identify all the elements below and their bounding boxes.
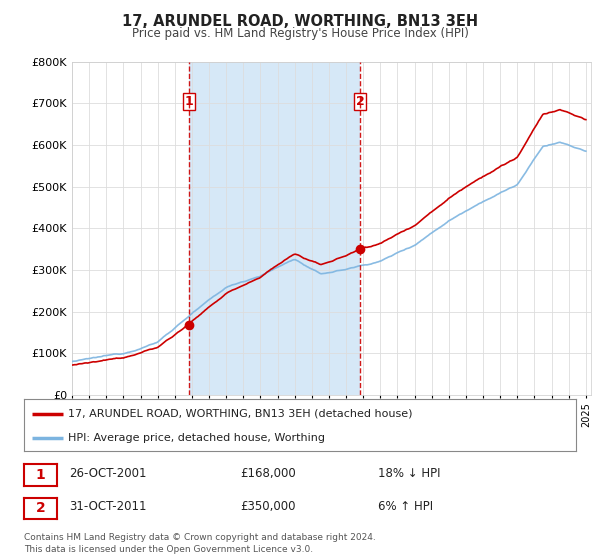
Bar bbox=[189, 62, 360, 395]
Text: HPI: Average price, detached house, Worthing: HPI: Average price, detached house, Wort… bbox=[68, 433, 325, 443]
Text: 1: 1 bbox=[184, 95, 193, 108]
Text: 1: 1 bbox=[35, 468, 46, 482]
Text: Price paid vs. HM Land Registry's House Price Index (HPI): Price paid vs. HM Land Registry's House … bbox=[131, 27, 469, 40]
Text: 2: 2 bbox=[356, 95, 364, 108]
Text: 26-OCT-2001: 26-OCT-2001 bbox=[69, 466, 146, 480]
Text: 18% ↓ HPI: 18% ↓ HPI bbox=[378, 466, 440, 480]
Text: 2: 2 bbox=[35, 502, 46, 515]
Text: £350,000: £350,000 bbox=[240, 500, 296, 514]
Text: 31-OCT-2011: 31-OCT-2011 bbox=[69, 500, 146, 514]
Text: Contains HM Land Registry data © Crown copyright and database right 2024.
This d: Contains HM Land Registry data © Crown c… bbox=[24, 533, 376, 554]
Text: 17, ARUNDEL ROAD, WORTHING, BN13 3EH: 17, ARUNDEL ROAD, WORTHING, BN13 3EH bbox=[122, 14, 478, 29]
Text: 17, ARUNDEL ROAD, WORTHING, BN13 3EH (detached house): 17, ARUNDEL ROAD, WORTHING, BN13 3EH (de… bbox=[68, 409, 413, 419]
Text: 6% ↑ HPI: 6% ↑ HPI bbox=[378, 500, 433, 514]
Text: £168,000: £168,000 bbox=[240, 466, 296, 480]
